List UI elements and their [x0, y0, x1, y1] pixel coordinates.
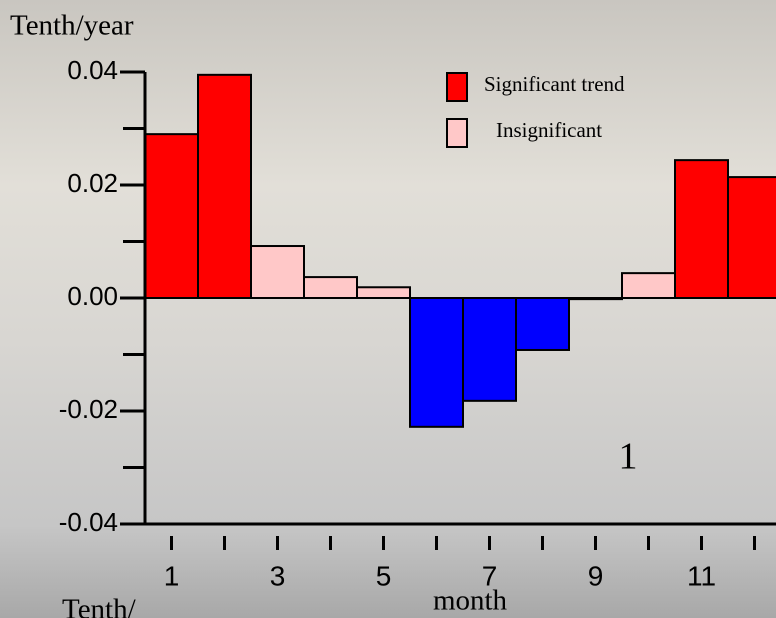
x-tick-label: 1: [164, 560, 180, 591]
bar: [409, 297, 464, 428]
x-tick-label: 7: [482, 560, 498, 591]
y-tick-label: -0.02: [59, 394, 118, 424]
bar: [621, 272, 676, 300]
x-tick-label: 9: [588, 560, 604, 591]
legend-label: Insignificant: [496, 118, 602, 142]
bar: [144, 133, 199, 299]
bar: [356, 286, 411, 300]
bar: [462, 297, 517, 402]
x-tick-label: 5: [376, 560, 392, 591]
y-axis-label: Tenth/year: [10, 10, 134, 42]
x-axis-label: month: [433, 585, 508, 617]
y-tick-label: 0.04: [67, 55, 118, 85]
bar: [727, 176, 776, 299]
legend-label: Significant trend: [484, 72, 625, 96]
bar: [303, 276, 358, 300]
y-tick-label: 0.02: [67, 168, 118, 198]
y-tick-label: 0.00: [67, 281, 118, 311]
x-tick-label: 11: [687, 560, 716, 591]
legend-swatch: [446, 72, 468, 102]
bar: [674, 159, 729, 299]
bar: [250, 245, 305, 300]
annotation: 1: [619, 436, 638, 478]
bar: [515, 297, 570, 351]
legend-swatch: [446, 118, 468, 148]
bar: [197, 73, 252, 299]
y-tick-label: -0.04: [59, 507, 118, 537]
bottom-text: Tenth/: [62, 594, 137, 618]
x-tick-label: 3: [270, 560, 286, 591]
